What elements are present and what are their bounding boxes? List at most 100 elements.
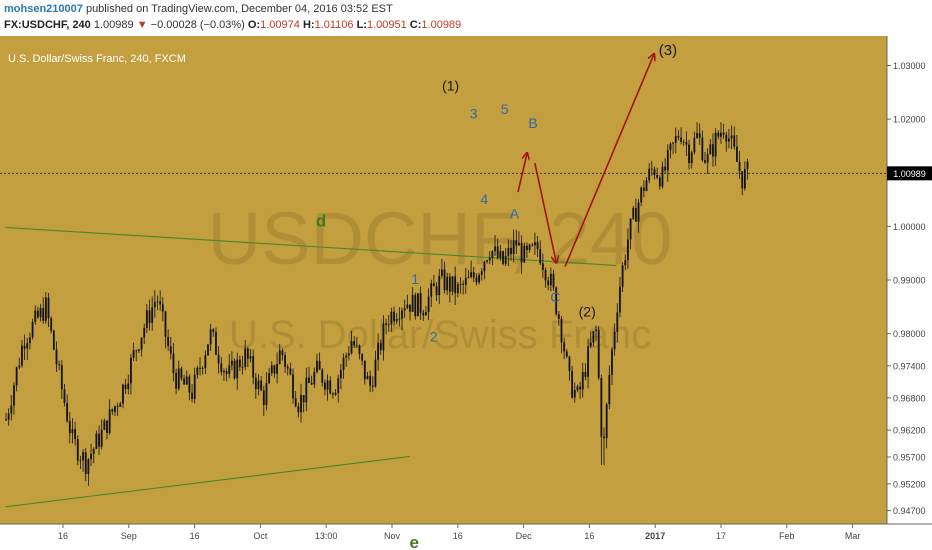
candle-body bbox=[728, 138, 730, 142]
chart-title: U.S. Dollar/Swiss Franc, 240, FXCM bbox=[8, 53, 186, 65]
candle-body bbox=[193, 374, 196, 399]
author-link[interactable]: mohsen210007 bbox=[4, 3, 83, 15]
candle-body bbox=[10, 405, 13, 414]
candle-body bbox=[587, 346, 589, 377]
high-label: H: bbox=[302, 19, 315, 31]
publish-info: published on TradingView.com, December 0… bbox=[82, 3, 393, 15]
candle-body bbox=[539, 249, 542, 264]
y-tick-label: 0.94700 bbox=[893, 506, 926, 516]
candle-body bbox=[605, 404, 608, 439]
candle-body bbox=[31, 322, 34, 338]
candle-body bbox=[443, 269, 446, 291]
candle-body bbox=[619, 286, 621, 313]
candle-body bbox=[454, 276, 457, 294]
candle-body bbox=[608, 374, 611, 405]
candle-body bbox=[180, 368, 183, 379]
candle-body bbox=[451, 276, 454, 292]
y-tick-label: 0.99000 bbox=[893, 276, 926, 286]
candle-body bbox=[478, 274, 480, 283]
candle-body bbox=[401, 310, 403, 319]
candle-body bbox=[172, 353, 175, 373]
candle-body bbox=[82, 452, 84, 461]
candle-body bbox=[324, 382, 326, 390]
trendlines bbox=[5, 226, 617, 508]
candle-body bbox=[254, 377, 257, 390]
candle-body bbox=[334, 392, 337, 395]
candle-body bbox=[92, 448, 95, 454]
candle-body bbox=[701, 137, 704, 161]
plot-area[interactable] bbox=[0, 36, 887, 524]
candle-body bbox=[13, 385, 15, 406]
candle-body bbox=[502, 251, 504, 264]
candle-body bbox=[350, 341, 353, 354]
wave-label: B bbox=[528, 115, 537, 131]
candle-body bbox=[124, 384, 127, 390]
candle-body bbox=[635, 207, 637, 222]
wave-label: 2 bbox=[430, 329, 438, 345]
candle-body bbox=[366, 375, 369, 380]
candle-body bbox=[377, 342, 379, 360]
candle-body bbox=[164, 311, 167, 337]
candle-body bbox=[581, 372, 584, 390]
candle-body bbox=[419, 293, 422, 313]
candle-body bbox=[504, 255, 507, 264]
low-value: 1.00951 bbox=[366, 19, 407, 31]
candle-body bbox=[528, 244, 531, 251]
price-chart[interactable]: USDCHF, 240 U.S. Dollar/Swiss Franc U.S.… bbox=[0, 36, 932, 550]
candle-body bbox=[685, 142, 688, 145]
candle-body bbox=[560, 318, 563, 343]
candle-body bbox=[645, 180, 648, 191]
wave-label: (1) bbox=[442, 78, 459, 94]
candle-body bbox=[358, 345, 361, 355]
candle-body bbox=[448, 276, 451, 292]
candle-body bbox=[71, 429, 74, 434]
candle-body bbox=[411, 294, 414, 312]
wave-label: 1 bbox=[411, 271, 419, 287]
candle-body bbox=[188, 376, 191, 393]
candle-body bbox=[470, 272, 473, 278]
candle-body bbox=[459, 283, 462, 285]
candle-body bbox=[656, 174, 659, 178]
candle-body bbox=[395, 318, 398, 322]
candle-body bbox=[196, 367, 199, 375]
candle-body bbox=[589, 342, 592, 347]
candle-body bbox=[212, 329, 215, 332]
candle-body bbox=[284, 354, 286, 367]
candle-body bbox=[363, 360, 366, 380]
candle-body bbox=[568, 356, 571, 371]
publish-line: mohsen210007 published on TradingView.co… bbox=[4, 3, 393, 15]
y-tick-label: 0.95700 bbox=[893, 452, 926, 462]
candle-body bbox=[151, 307, 154, 323]
candle-body bbox=[595, 329, 597, 332]
candle-body bbox=[507, 247, 510, 256]
open-value: 1.00974 bbox=[260, 19, 300, 31]
candle-body bbox=[720, 132, 722, 137]
price-axis[interactable] bbox=[887, 36, 932, 524]
candle-body bbox=[488, 257, 491, 261]
quote-line: FX:USDCHF, 240 1.00989 ▼ −0.00028 (−0.03… bbox=[4, 19, 461, 31]
candle-body bbox=[573, 390, 576, 398]
candle-body bbox=[462, 283, 465, 285]
candle-body bbox=[738, 161, 741, 172]
candle-body bbox=[143, 327, 146, 338]
candle-body bbox=[36, 310, 39, 318]
candle-body bbox=[310, 383, 313, 385]
candle-body bbox=[183, 378, 185, 385]
candle-body bbox=[153, 301, 156, 308]
candle-body bbox=[592, 331, 595, 343]
candle-body bbox=[148, 310, 151, 323]
candle-body bbox=[294, 398, 297, 407]
candle-body bbox=[347, 353, 350, 356]
time-axis[interactable] bbox=[0, 524, 932, 550]
candle-body bbox=[653, 169, 656, 175]
candle-body bbox=[682, 141, 685, 143]
candle-body bbox=[393, 311, 395, 322]
wave-labels: (1) 3 5 B 4 A 1 2 C (2) (3) d e bbox=[316, 42, 677, 550]
candle-body bbox=[571, 370, 574, 398]
close-label: C: bbox=[409, 19, 422, 31]
candle-body bbox=[42, 308, 45, 321]
candle-body bbox=[305, 377, 308, 403]
x-tick-label: 16 bbox=[453, 531, 463, 541]
candle-body bbox=[725, 134, 728, 142]
candle-body bbox=[167, 336, 170, 347]
